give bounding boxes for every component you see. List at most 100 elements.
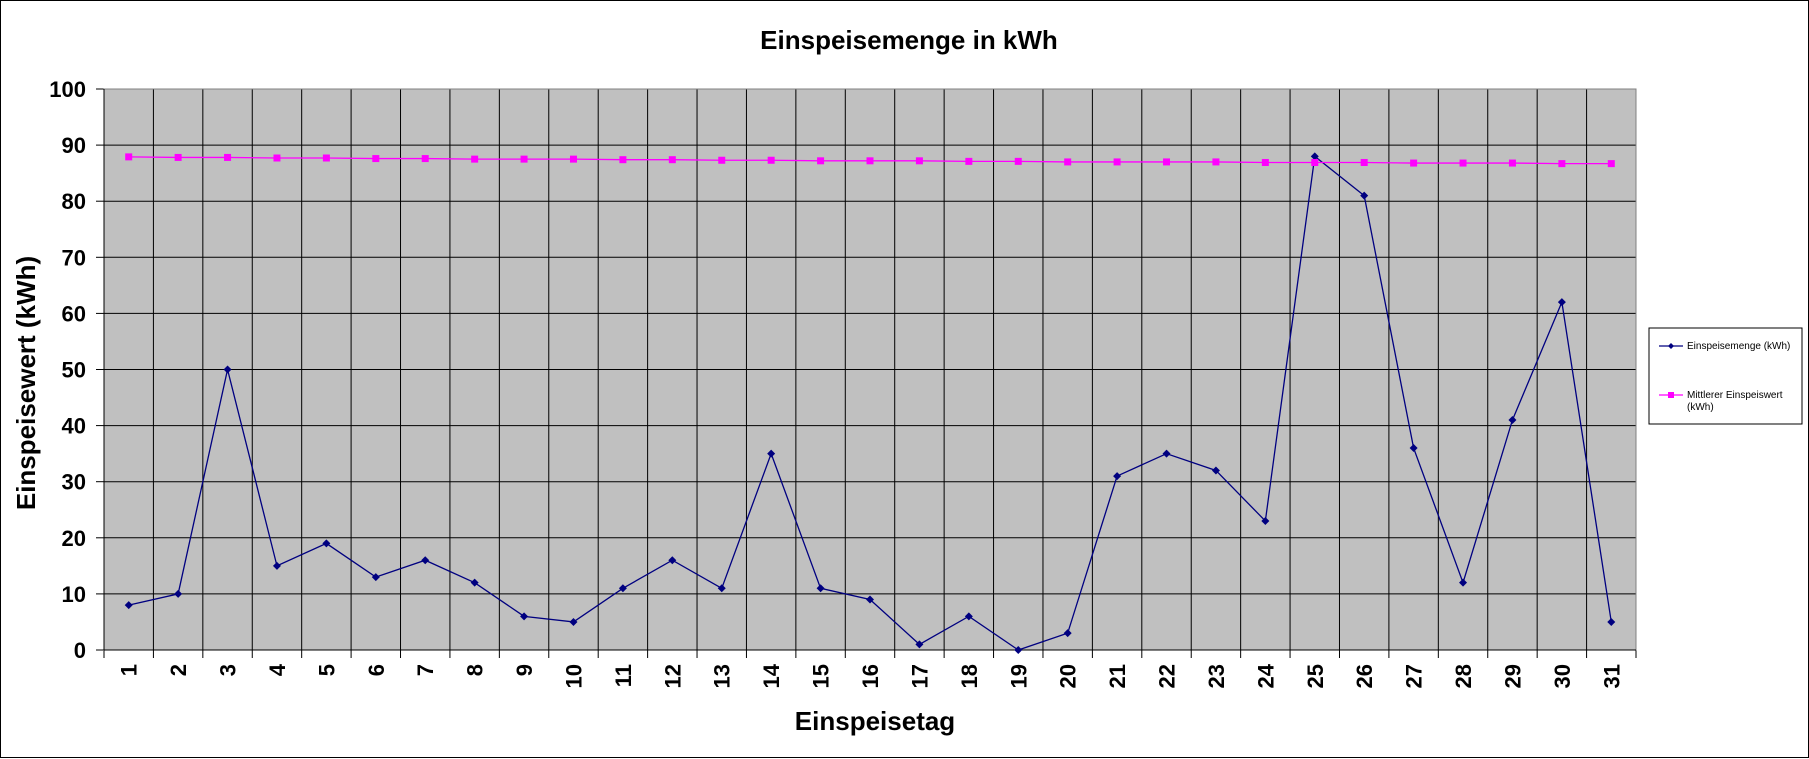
y-tick-label: 30 (62, 470, 86, 495)
data-point-series-2 (174, 153, 182, 161)
data-point-series-1 (1508, 415, 1517, 424)
x-tick-label: 3 (216, 664, 241, 676)
data-point-series-2 (718, 156, 726, 164)
data-point-series-2 (1113, 158, 1121, 166)
data-point-series-1 (668, 556, 677, 565)
x-tick-label: 5 (314, 664, 339, 676)
data-point-series-1 (421, 556, 430, 565)
data-point-series-2 (421, 155, 429, 163)
data-point-series-2 (1311, 158, 1319, 166)
data-point-series-2 (1261, 158, 1269, 166)
chart-title: Einspeisemenge in kWh (760, 25, 1058, 55)
data-point-series-1 (1310, 152, 1319, 161)
data-point-series-1 (1162, 449, 1171, 458)
legend-label-2: Mittlerer Einspeiswert (kWh) (1687, 390, 1783, 413)
x-tick-label: 25 (1303, 664, 1328, 688)
data-point-series-1 (964, 612, 973, 621)
y-tick-label: 0 (74, 638, 86, 663)
x-tick-label: 8 (463, 664, 488, 676)
data-point-series-2 (1508, 159, 1516, 167)
data-point-series-2 (224, 153, 232, 161)
data-point-series-1 (1459, 578, 1468, 587)
x-tick-label: 10 (561, 664, 586, 688)
data-point-series-1 (915, 640, 924, 649)
data-point-series-2 (817, 157, 825, 165)
data-point-series-1 (569, 617, 578, 626)
x-tick-label: 15 (809, 664, 834, 688)
data-point-series-1 (174, 589, 183, 598)
data-point-series-2 (372, 155, 380, 163)
x-tick-label: 30 (1550, 664, 1575, 688)
data-point-series-2 (520, 155, 528, 163)
data-point-series-2 (273, 154, 281, 162)
y-tick-label: 90 (62, 133, 86, 158)
legend-marker-2 (1668, 392, 1674, 398)
data-point-series-1 (1557, 298, 1566, 307)
x-tick-label: 21 (1105, 664, 1130, 688)
data-point-series-1 (767, 449, 776, 458)
x-tick-label: 13 (710, 664, 735, 688)
data-point-series-1 (520, 612, 529, 621)
data-point-series-2 (471, 155, 479, 163)
data-point-series-2 (767, 156, 775, 164)
x-tick-label: 11 (611, 664, 636, 687)
x-tick-label: 9 (512, 664, 537, 676)
data-point-series-2 (866, 157, 874, 165)
x-tick-label: 7 (413, 664, 438, 676)
data-point-series-1 (1360, 191, 1369, 200)
data-point-series-2 (322, 154, 330, 162)
data-point-series-2 (619, 156, 627, 164)
data-point-series-2 (915, 157, 923, 165)
data-point-series-2 (1014, 157, 1022, 165)
y-tick-label: 40 (62, 414, 86, 439)
data-point-series-2 (1212, 158, 1220, 166)
data-point-series-2 (1459, 159, 1467, 167)
data-point-series-1 (1607, 617, 1616, 626)
data-point-series-1 (1261, 516, 1270, 525)
y-tick-label: 70 (62, 245, 86, 270)
x-tick-label: 26 (1352, 664, 1377, 688)
legend: Einspeisemenge (kWh) Mittlerer Einspeiswe… (1648, 327, 1803, 425)
data-point-series-2 (1064, 158, 1072, 166)
legend-box (1648, 327, 1803, 425)
data-point-series-2 (1558, 160, 1566, 168)
x-tick-label: 4 (265, 663, 290, 676)
data-point-series-1 (124, 601, 133, 610)
x-tick-label: 16 (858, 664, 883, 688)
x-tick-label: 22 (1155, 664, 1180, 688)
x-tick-label: 31 (1599, 664, 1624, 688)
data-point-series-1 (322, 539, 331, 548)
data-point-series-1 (470, 578, 479, 587)
y-axis-title: Einspeisewert (kWh) (11, 256, 41, 510)
x-tick-label: 24 (1253, 663, 1278, 688)
x-tick-label: 14 (759, 663, 784, 688)
data-point-series-1 (1063, 629, 1072, 638)
data-point-series-2 (1360, 158, 1368, 166)
data-point-series-1 (1409, 444, 1418, 453)
x-tick-label: 1 (117, 664, 142, 676)
legend-label-1: Einspeisemenge (kWh) (1687, 341, 1790, 352)
data-point-series-1 (717, 584, 726, 593)
data-point-series-1 (371, 573, 380, 582)
x-tick-label: 20 (1056, 664, 1081, 688)
x-tick-label: 6 (364, 664, 389, 676)
y-tick-label: 80 (62, 189, 86, 214)
data-point-series-1 (618, 584, 627, 593)
legend-marker-1 (1668, 343, 1674, 349)
x-tick-label: 27 (1402, 664, 1427, 688)
x-tick-label: 2 (166, 664, 191, 676)
data-point-series-1 (1014, 646, 1023, 654)
x-tick-label: 18 (957, 664, 982, 688)
data-point-series-1 (272, 561, 281, 570)
data-point-series-2 (125, 153, 133, 161)
x-tick-label: 12 (660, 664, 685, 688)
data-point-series-2 (1410, 159, 1418, 167)
data-point-series-1 (1211, 466, 1220, 475)
data-point-series-2 (1163, 158, 1171, 166)
y-tick-label: 50 (62, 358, 86, 383)
data-point-series-2 (1607, 160, 1615, 168)
data-point-series-1 (866, 595, 874, 604)
y-tick-label: 100 (49, 77, 86, 102)
